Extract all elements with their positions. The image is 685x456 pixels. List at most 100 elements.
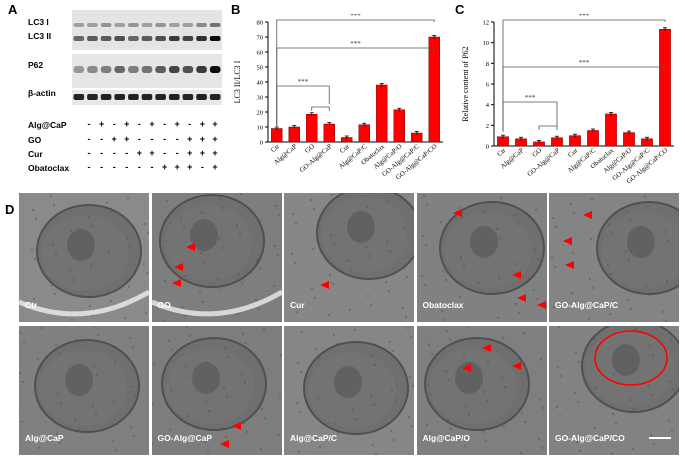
band-p62 <box>100 66 112 73</box>
significance-bracket <box>276 47 435 126</box>
significance-label: *** <box>579 14 590 20</box>
scale-bar <box>649 437 671 439</box>
treatment-sign: + <box>98 119 105 129</box>
treatment-sign: + <box>174 119 180 129</box>
micrograph-label: Cur <box>290 300 305 310</box>
y-tick-label: 60 <box>257 50 264 57</box>
treatment-sign: - <box>100 148 104 158</box>
x-tick-label: GO <box>304 143 316 155</box>
arrow-icon <box>565 261 574 269</box>
micrograph-image <box>416 326 547 455</box>
band-beta-actin <box>196 94 207 100</box>
treatment-sign: - <box>87 148 91 158</box>
significance-bracket <box>502 19 666 132</box>
micrograph-label: Alg@CaP/C <box>290 433 338 443</box>
blot-row-label: LC3 I <box>28 17 49 27</box>
band-beta-actin <box>128 94 139 100</box>
nucleolus <box>347 211 375 243</box>
condition-label: Alg@CaP <box>28 120 67 130</box>
micrograph-label: GO-Alg@CaP/C <box>555 300 619 310</box>
treatment-sign: - <box>163 119 167 129</box>
micrograph-label: Obatoclax <box>422 300 464 310</box>
blot-row-label: LC3 II <box>28 31 52 41</box>
arrow-icon <box>231 422 241 430</box>
nucleolus <box>454 362 483 394</box>
treatment-sign: + <box>212 162 218 172</box>
treatment-sign: + <box>124 119 130 129</box>
band-lc3-ii <box>209 36 221 41</box>
arrow-icon <box>452 209 462 217</box>
treatment-sign: - <box>137 162 141 172</box>
blot-row-label: P62 <box>28 60 44 70</box>
band-lc3-ii <box>114 36 126 41</box>
micrograph-image <box>19 326 149 455</box>
bar <box>428 36 440 143</box>
micrograph-image <box>549 326 679 455</box>
band-beta-actin <box>141 94 153 100</box>
micrograph-image <box>19 193 149 322</box>
treatment-sign: - <box>112 162 116 172</box>
tem-micrograph: Alg@CaP <box>19 326 149 455</box>
y-tick-label: 6 <box>486 82 490 89</box>
band-lc3-i <box>73 23 85 27</box>
significance-label: *** <box>298 78 309 86</box>
significance-sub-bracket <box>538 125 558 130</box>
treatment-sign: + <box>212 148 218 158</box>
micrograph-image <box>549 193 679 322</box>
micrograph-image <box>151 193 282 322</box>
bar <box>587 130 599 147</box>
bar <box>306 114 318 143</box>
band-beta-actin <box>73 94 85 100</box>
band-lc3-ii <box>141 36 153 41</box>
treatment-sign: - <box>150 134 154 144</box>
band-lc3-ii <box>155 36 166 41</box>
arrow-icon <box>511 271 521 279</box>
band-p62 <box>209 66 221 73</box>
band-lc3-i <box>209 23 221 27</box>
significance-sub-bracket <box>311 106 330 111</box>
band-lc3-i <box>141 23 153 27</box>
treatment-sign: - <box>87 119 91 129</box>
treatment-sign: - <box>188 119 192 129</box>
tem-micrograph: GO <box>151 193 282 322</box>
bar <box>393 109 405 143</box>
bar <box>569 135 581 147</box>
band-lc3-i <box>128 23 139 27</box>
treatment-sign: + <box>111 134 117 144</box>
band-beta-actin <box>182 94 194 100</box>
y-tick-label: 50 <box>257 65 264 72</box>
band-p62 <box>196 66 207 73</box>
treatment-sign: - <box>112 148 116 158</box>
band-lc3-i <box>87 23 98 27</box>
blot-image <box>72 10 222 105</box>
tem-image-grid: Ctr GO Cur Obatoclax GO-Alg@CaP/C Alg@CaP GO-A… <box>19 193 683 456</box>
arrow-icon <box>320 281 329 289</box>
band-beta-actin <box>100 94 112 100</box>
y-tick-label: 0 <box>486 144 489 151</box>
band-lc3-ii <box>182 36 194 41</box>
panel-label-a: A <box>8 2 18 17</box>
x-tick-label: Ctr <box>496 147 508 158</box>
arrow-icon <box>461 364 471 372</box>
y-tick-label: 40 <box>257 80 264 87</box>
y-tick-label: 8 <box>486 61 489 68</box>
treatment-sign: - <box>150 162 154 172</box>
tem-micrograph: Obatoclax <box>416 193 547 322</box>
band-lc3-i <box>168 23 180 27</box>
x-tick-label: Cur <box>339 143 352 155</box>
nucleolus <box>65 364 93 396</box>
significance-bracket <box>276 85 330 126</box>
micrograph-label: Alg@CaP <box>25 433 64 443</box>
band-beta-actin <box>209 94 221 100</box>
band-p62 <box>141 66 153 73</box>
band-lc3-i <box>155 23 166 27</box>
condition-label: Obatoclax <box>28 163 70 173</box>
nucleolus <box>189 219 218 251</box>
y-tick-label: 2 <box>486 123 489 130</box>
band-p62 <box>128 66 139 73</box>
x-tick-label: GO-Alg@CaP <box>298 143 333 174</box>
tem-micrograph: Ctr <box>19 193 149 322</box>
tem-micrograph: GO-Alg@CaP <box>151 326 282 455</box>
